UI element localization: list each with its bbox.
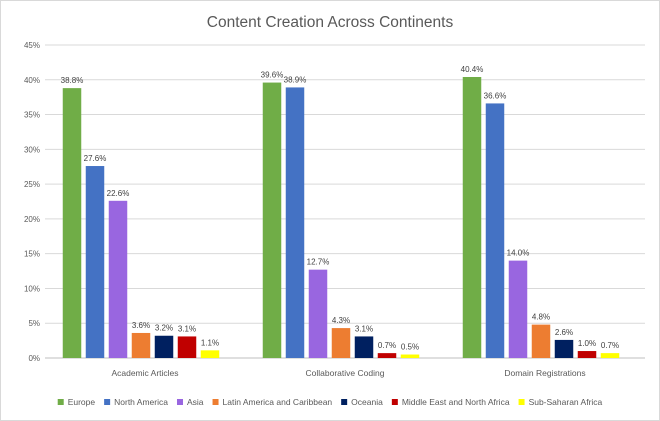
legend-swatch (518, 399, 525, 405)
bar (154, 335, 174, 358)
gridlines (45, 44, 645, 359)
bar (308, 269, 328, 358)
data-label: 3.6% (132, 321, 150, 330)
data-label: 3.2% (155, 324, 173, 333)
legend-swatch (176, 399, 183, 405)
bar (85, 166, 105, 358)
data-label: 38.9% (284, 75, 307, 84)
bar (462, 76, 482, 359)
legend-item: Asia (176, 397, 204, 407)
data-label: 3.1% (178, 324, 196, 333)
x-category-label: Domain Registrations (504, 368, 585, 378)
x-category-label: Academic Articles (111, 368, 178, 378)
y-tick-label: 25% (24, 180, 40, 189)
legend-item: Latin America and Caribbean (212, 397, 333, 407)
bar (577, 351, 597, 358)
bar (131, 332, 151, 358)
data-label: 4.3% (332, 316, 350, 325)
bar (200, 350, 220, 358)
y-tick-label: 40% (24, 76, 40, 85)
legend-label: Sub-Saharan Africa (529, 397, 603, 407)
data-label: 0.7% (378, 341, 396, 350)
legend-swatch (57, 399, 64, 405)
data-label: 0.7% (601, 341, 619, 350)
legend-label: Latin America and Caribbean (223, 397, 333, 407)
legend-label: Europe (68, 397, 96, 407)
bar (531, 324, 551, 358)
legend-item: Oceania (341, 397, 383, 407)
data-label: 39.6% (261, 71, 284, 80)
y-tick-label: 20% (24, 215, 40, 224)
chart-title: Content Creation Across Continents (207, 14, 454, 31)
legend-item: Europe (57, 397, 96, 407)
bar (377, 353, 397, 358)
data-label: 1.0% (578, 339, 596, 348)
data-label: 22.6% (107, 189, 130, 198)
bar (177, 336, 197, 358)
legend-item: Sub-Saharan Africa (518, 397, 603, 407)
bar (285, 87, 305, 358)
data-label: 14.0% (507, 249, 530, 258)
legend: Europe North America Asia Latin America and… (57, 397, 603, 407)
data-labels: 38.8% 27.6% 22.6% 3.6% 3.2% 3.1% 1.1% 39.6%38.9… (61, 65, 619, 352)
legend-item: Middle East and North Africa (391, 397, 510, 407)
bar (600, 353, 620, 358)
bar (485, 103, 505, 358)
legend-label: North America (114, 397, 168, 407)
bar (331, 328, 351, 358)
data-label: 27.6% (84, 154, 107, 163)
bar (554, 339, 574, 358)
data-label: 2.6% (555, 328, 573, 337)
data-label: 36.6% (484, 91, 507, 100)
y-tick-label: 10% (24, 284, 40, 293)
data-label: 4.8% (532, 313, 550, 322)
bar (62, 88, 82, 358)
y-tick-label: 45% (24, 41, 40, 50)
y-tick-label: 5% (28, 319, 40, 328)
legend-swatch (212, 399, 219, 405)
legend-label: Oceania (351, 397, 383, 407)
data-label: 40.4% (461, 65, 484, 74)
data-label: 38.8% (61, 76, 84, 85)
legend-swatch (104, 399, 111, 405)
x-axis-categories: Academic Articles Collaborative Coding Dom… (111, 368, 585, 378)
bars (62, 76, 620, 359)
data-label: 0.5% (401, 343, 419, 352)
legend-swatch (341, 399, 348, 405)
bar (508, 260, 528, 358)
data-label: 12.7% (307, 258, 330, 267)
y-tick-label: 35% (24, 111, 40, 120)
bar (354, 336, 374, 358)
bar (262, 82, 282, 358)
bar (400, 354, 420, 358)
x-category-label: Collaborative Coding (306, 368, 385, 378)
data-label: 3.1% (355, 324, 373, 333)
data-label: 1.1% (201, 338, 219, 347)
y-axis-ticks: 0% 5% 10% 15% 20% 25% 30% 35% 40% 45% (24, 41, 40, 363)
legend-label: Asia (187, 397, 204, 407)
legend-item: North America (104, 397, 168, 407)
y-tick-label: 15% (24, 250, 40, 259)
y-tick-label: 30% (24, 145, 40, 154)
bar (108, 200, 128, 358)
legend-swatch (391, 399, 398, 405)
legend-label: Middle East and North Africa (402, 397, 510, 407)
y-tick-label: 0% (28, 354, 40, 363)
